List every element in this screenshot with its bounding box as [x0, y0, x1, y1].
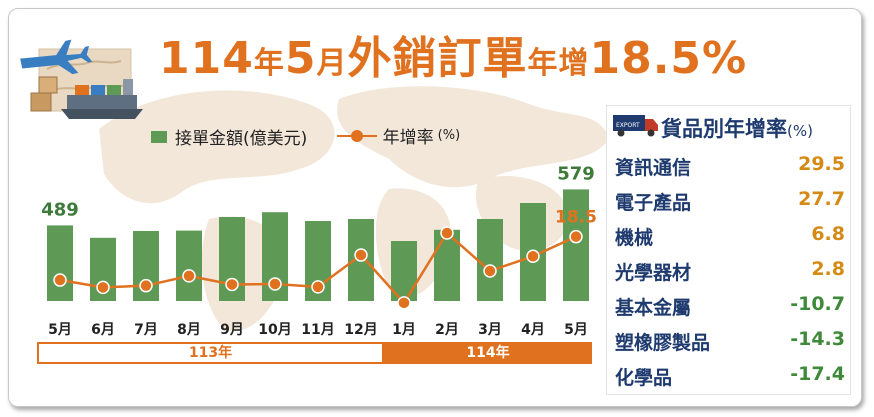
chart-legend: 接單金額(億美元) 年增率 (%) — [151, 123, 484, 149]
category-row: 光學器材 2.8 — [615, 256, 845, 291]
category-row: 機械 6.8 — [615, 221, 845, 256]
x-tick-label-8: 1月 — [392, 322, 416, 338]
x-tick-label-1: 6月 — [91, 322, 115, 338]
point-value-label-last: 18.5 — [555, 208, 597, 228]
category-growth-value: -14.3 — [790, 328, 845, 350]
x-tick-label-7: 12月 — [344, 322, 377, 338]
growth-point-12 — [569, 229, 583, 244]
category-growth-value: -10.7 — [790, 293, 845, 315]
boxes-icon — [30, 76, 58, 112]
truck-label: EXPORT — [616, 122, 640, 129]
category-name: 電子產品 — [615, 192, 692, 214]
x-tick-label-2: 7月 — [134, 322, 158, 338]
category-name: 基本金屬 — [615, 297, 692, 319]
category-name: 資訊通信 — [615, 157, 692, 179]
growth-point-10 — [483, 264, 497, 278]
growth-point-4 — [225, 277, 239, 292]
bar-10 — [477, 219, 503, 301]
year-group-114: 114年 — [384, 342, 592, 364]
category-growth-value: -17.4 — [790, 363, 845, 385]
airplane-icon — [20, 39, 93, 75]
x-tick-label-10: 3月 — [478, 322, 502, 338]
category-name: 光學器材 — [615, 262, 692, 284]
bar-3 — [176, 230, 202, 301]
x-tick-label-5: 10月 — [258, 322, 291, 338]
cargo-ship-icon — [61, 79, 143, 119]
x-tick-label-4: 9月 — [220, 322, 244, 338]
category-name: 化學品 — [615, 367, 673, 389]
x-tick-label-12: 5月 — [564, 322, 588, 338]
category-growth-value: 27.7 — [798, 188, 845, 210]
category-row: 電子產品 27.7 — [615, 186, 845, 221]
x-tick-label-3: 8月 — [177, 322, 201, 338]
orders-chart: 5月 6月 7月 8月 9月 10月 11月 12月 1月 2月 3月 4月 5月 489 579 18.5 — [41, 163, 597, 338]
growth-point-5 — [268, 277, 282, 291]
growth-point-9 — [440, 226, 454, 240]
category-row: 塑橡膠製品 -14.3 — [615, 326, 845, 361]
category-row: 基本金屬 -10.7 — [615, 291, 845, 326]
category-name: 塑橡膠製品 — [615, 332, 711, 354]
bar-value-label-last: 579 — [557, 163, 595, 184]
page-title: 114年5月外銷訂單年增18.5% — [159, 33, 748, 84]
legend-bars: 接單金額(億美元) — [151, 124, 307, 149]
x-tick-label-6: 11月 — [301, 322, 334, 338]
bar-0 — [47, 225, 73, 301]
growth-point-3 — [182, 269, 196, 283]
trade-illustration — [20, 39, 143, 119]
line-marker-icon — [336, 129, 377, 142]
panel-title: 貨品別年增率(%) — [661, 117, 813, 141]
bar-value-label-first: 489 — [41, 199, 79, 220]
bar-12 — [563, 189, 589, 301]
growth-point-7 — [354, 248, 368, 262]
year-group-113: 113年 — [37, 342, 384, 364]
growth-point-11 — [526, 249, 540, 264]
growth-point-2 — [139, 278, 153, 293]
category-growth-panel — [606, 105, 851, 395]
category-row: 資訊通信 29.5 — [615, 151, 845, 186]
infographic-frame: 114年5月外銷訂單年增18.5% 接單金額(億美元) 年增率 (%) 5月 6月 7… — [8, 8, 862, 407]
x-tick-label-11: 4月 — [521, 322, 545, 338]
category-growth-value: 29.5 — [798, 153, 845, 175]
growth-point-6 — [311, 280, 325, 294]
growth-point-8 — [397, 296, 411, 310]
category-row: 化學品 -17.4 — [615, 361, 845, 396]
growth-point-1 — [96, 280, 110, 295]
category-list: 資訊通信 29.5 電子產品 27.7 機械 6.8 光學器材 2.8 基本金屬 -10.7 塑橡膠… — [615, 151, 845, 396]
x-tick-label-9: 2月 — [435, 322, 459, 338]
legend-line: 年增率 (%) — [336, 123, 460, 148]
category-growth-value: 6.8 — [811, 223, 845, 245]
category-name: 機械 — [615, 227, 654, 249]
growth-point-0 — [53, 273, 67, 287]
x-tick-label-0: 5月 — [48, 322, 72, 338]
truck-icon: EXPORT — [613, 115, 658, 137]
category-growth-value: 2.8 — [811, 258, 845, 280]
bar-swatch-icon — [151, 130, 167, 143]
